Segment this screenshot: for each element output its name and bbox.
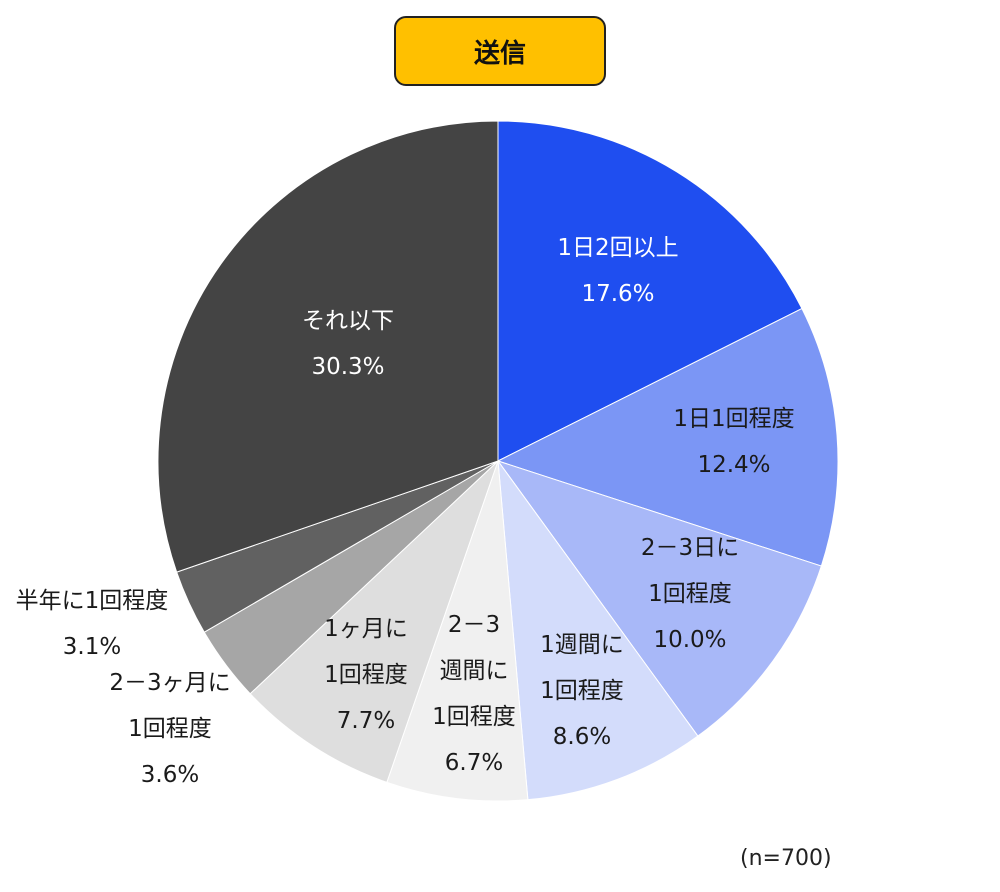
slice-value-label-4: 8.6%: [553, 724, 611, 750]
slice-category-label-3: 1回程度: [648, 581, 732, 607]
pie-slice-6: [249, 460, 499, 783]
slice-category-label-5: 2－3: [448, 612, 500, 638]
slice-value-label-7: 3.6%: [141, 762, 199, 788]
slice-category-label-4: 1週間に: [540, 632, 624, 658]
pie-slice-1: [497, 120, 803, 462]
pie-slices: [157, 120, 839, 802]
slice-category-label-3: 2－3日に: [641, 535, 739, 561]
slice-category-label-6: 1回程度: [324, 662, 408, 688]
slice-value-label-5: 6.7%: [445, 750, 503, 776]
slice-category-label-5: 1回程度: [432, 704, 516, 730]
pie-slice-9: [157, 120, 499, 573]
slice-value-label-9: 30.3%: [311, 354, 384, 380]
slice-value-label-3: 10.0%: [653, 627, 726, 653]
slice-category-label-7: 1回程度: [128, 716, 212, 742]
slice-category-label-2: 1日1回程度: [673, 406, 794, 432]
slice-category-label-4: 1回程度: [540, 678, 624, 704]
slice-category-label-5: 週間に: [440, 658, 509, 684]
slice-value-label-2: 12.4%: [697, 452, 770, 478]
pie-slice-4: [497, 459, 699, 801]
pie-labels: 1日2回以上 17.6% 1日1回程度 12.4% 2－3日に 1回程度 10.0% 1週間に…: [16, 235, 795, 788]
chart-title: 送信: [394, 16, 606, 86]
pie-slice-2: [496, 307, 839, 567]
sample-size-note: (n=700): [740, 846, 832, 871]
slice-category-label-7: 2－3ヶ月に: [109, 670, 230, 696]
slice-category-label-6: 1ヶ月に: [324, 616, 408, 642]
slice-category-label-1: 1日2回以上: [557, 235, 678, 261]
slice-category-label-9: それ以下: [302, 308, 394, 334]
slice-value-label-8: 3.1%: [63, 634, 121, 660]
slice-value-label-1: 17.6%: [581, 281, 654, 307]
slice-category-label-8: 半年に1回程度: [16, 588, 169, 614]
slice-value-label-6: 7.7%: [337, 708, 395, 734]
pie-slice-5: [386, 460, 529, 802]
pie-slice-3: [496, 460, 822, 737]
